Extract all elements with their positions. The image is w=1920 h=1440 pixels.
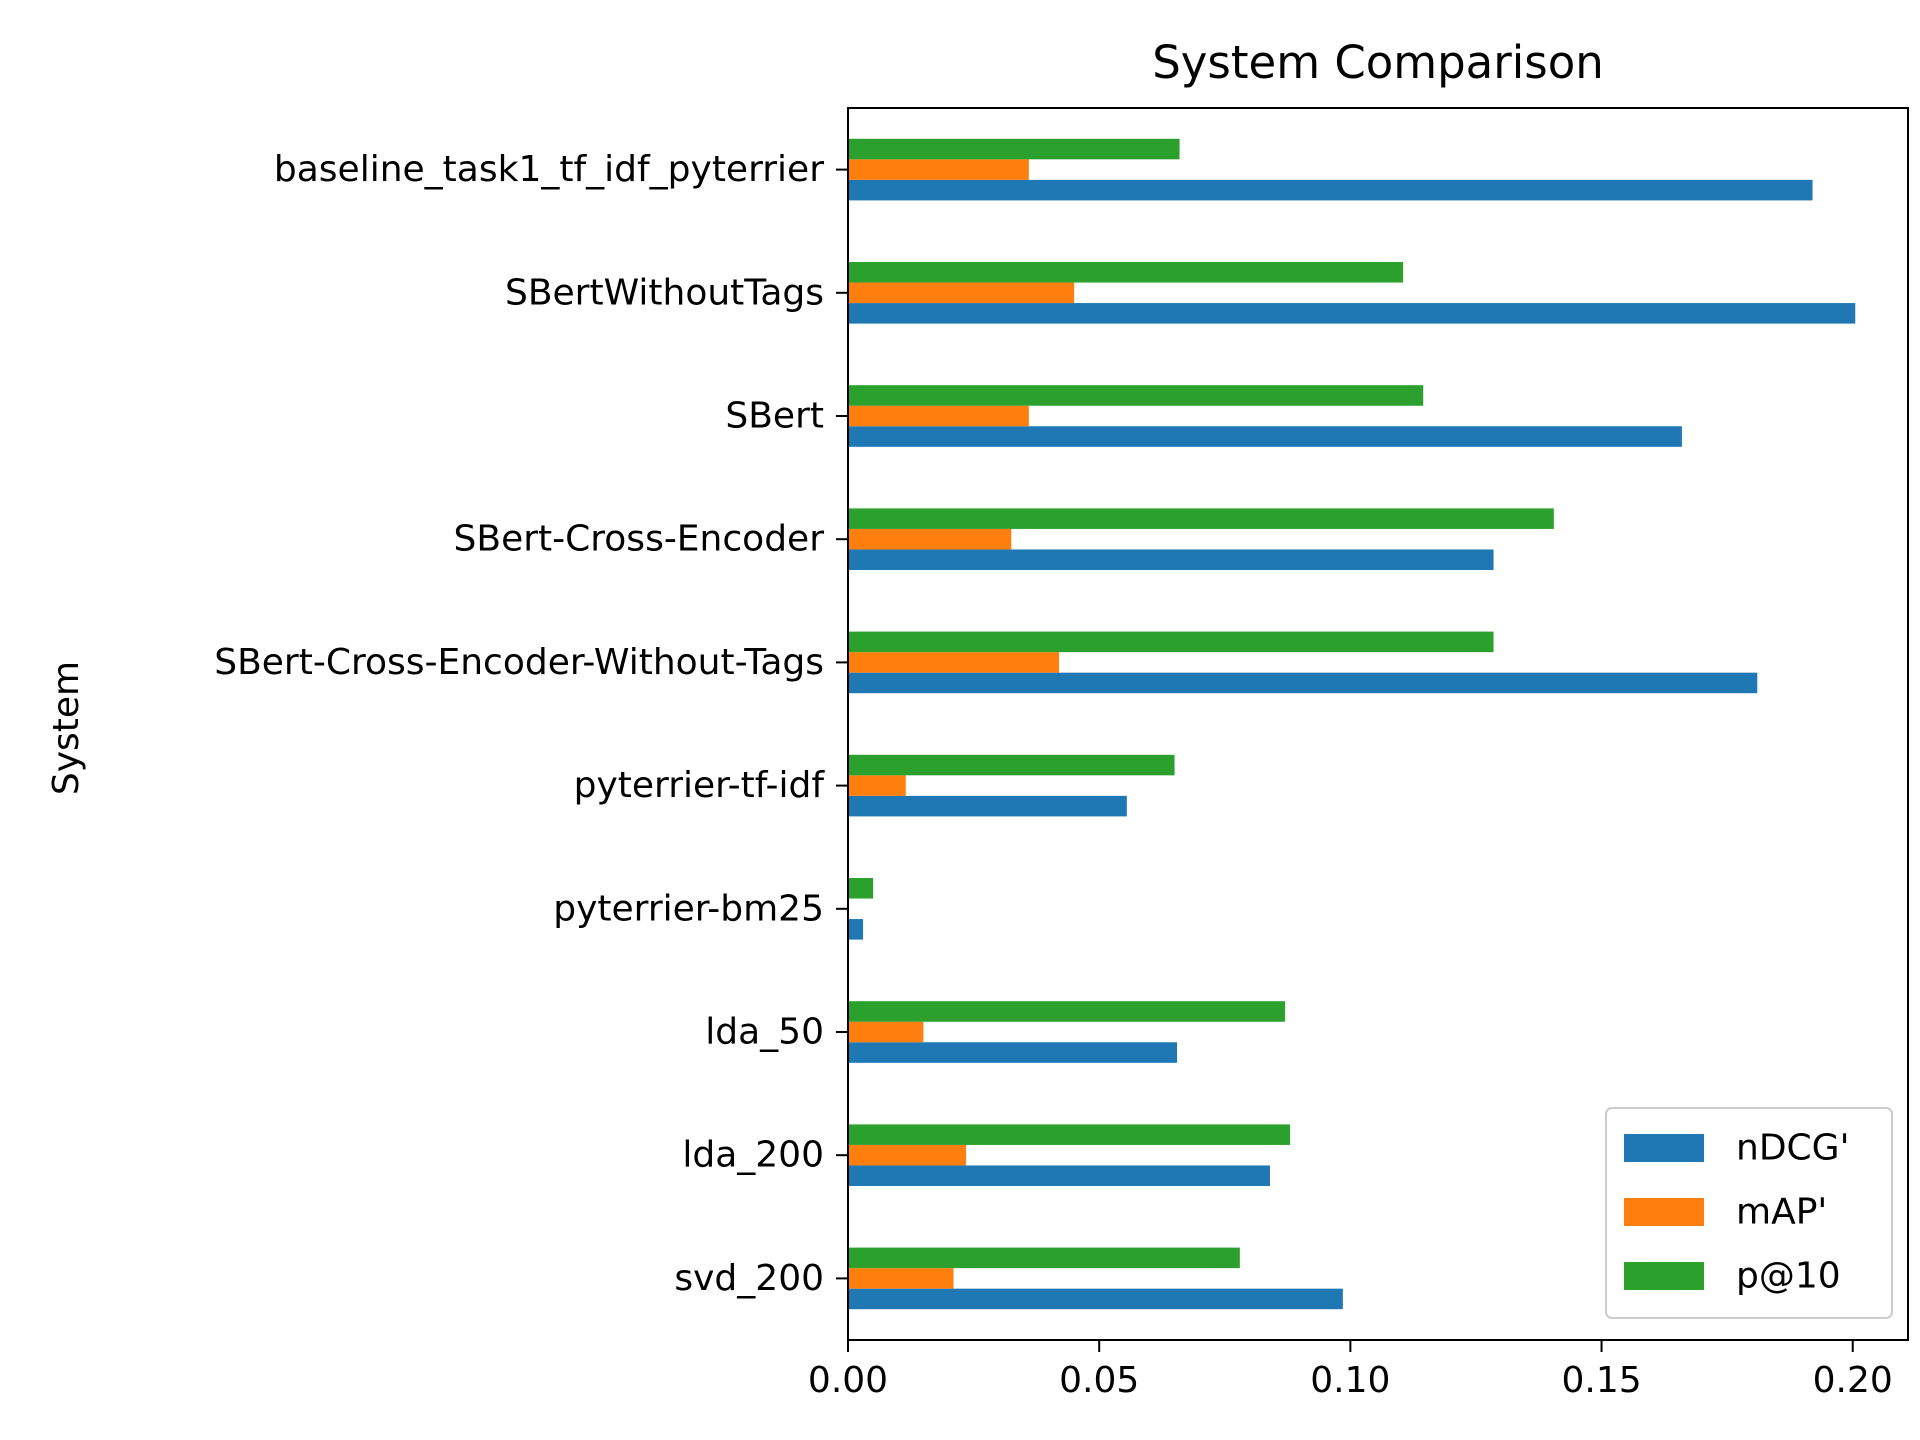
y-axis-label: System — [46, 661, 87, 795]
bar-ndcg-6 — [848, 795, 1127, 817]
bar-map-5 — [848, 652, 1059, 673]
bar-map-10 — [848, 1268, 954, 1289]
bars-group — [848, 138, 1856, 1310]
bar-map-8 — [848, 1021, 924, 1043]
y-tick-label: SBert — [725, 396, 824, 437]
bar-map-6 — [848, 775, 906, 796]
x-axis-ticks: 0.00 0.05 0.10 0.15 0.20 — [808, 1340, 1893, 1401]
plot-frame — [847, 107, 1909, 1341]
y-tick-label: lda_50 — [705, 1012, 824, 1053]
bar-ndcg-2 — [848, 303, 1856, 324]
bar-p@10-8 — [848, 1001, 1286, 1022]
y-tick-label: SBert-Cross-Encoder — [454, 519, 825, 560]
bar-p@10-1 — [848, 138, 1180, 160]
legend-swatch — [1624, 1134, 1704, 1162]
legend-swatch — [1624, 1262, 1704, 1290]
bar-p@10-4 — [848, 508, 1554, 529]
x-tick-label: 0.05 — [1059, 1360, 1139, 1401]
legend-label: mAP' — [1736, 1192, 1827, 1233]
y-tick-label: baseline_task1_tf_idf_pyterrier — [274, 149, 824, 190]
y-tick-label: pyterrier-bm25 — [553, 888, 824, 929]
chart-title: System Comparison — [1152, 36, 1604, 89]
legend-swatch — [1624, 1198, 1704, 1226]
bar-p@10-7 — [848, 878, 874, 899]
x-tick-label: 0.20 — [1813, 1360, 1893, 1401]
legend-label: nDCG' — [1736, 1128, 1849, 1169]
bar-p@10-5 — [848, 631, 1494, 653]
bar-map-1 — [848, 159, 1029, 180]
y-tick-label: SBertWithoutTags — [505, 272, 824, 313]
y-tick-label: pyterrier-tf-idf — [574, 765, 826, 806]
bar-map-9 — [848, 1144, 967, 1166]
bar-ndcg-5 — [848, 672, 1758, 694]
y-axis-ticks: baseline_task1_tf_idf_pyterrier SBertWith… — [214, 149, 848, 1299]
x-tick-label: 0.00 — [808, 1360, 888, 1401]
bar-p@10-10 — [848, 1247, 1240, 1269]
bar-ndcg-10 — [848, 1288, 1343, 1310]
y-tick-label: lda_200 — [682, 1135, 824, 1176]
bar-ndcg-9 — [848, 1165, 1270, 1186]
bar-p@10-3 — [848, 385, 1424, 406]
legend: nDCG' mAP' p@10 — [1605, 1107, 1893, 1319]
y-tick-label: SBert-Cross-Encoder-Without-Tags — [214, 642, 824, 683]
bar-ndcg-7 — [848, 919, 864, 940]
x-tick-label: 0.15 — [1561, 1360, 1641, 1401]
bar-map-3 — [848, 405, 1029, 427]
bar-ndcg-3 — [848, 426, 1682, 447]
bar-map-2 — [848, 282, 1075, 304]
bar-p@10-6 — [848, 754, 1175, 776]
bar-p@10-9 — [848, 1124, 1291, 1145]
bar-map-4 — [848, 528, 1012, 550]
bar-ndcg-1 — [848, 179, 1813, 201]
bar-ndcg-4 — [848, 549, 1494, 570]
y-tick-label: svd_200 — [674, 1258, 824, 1299]
bar-ndcg-8 — [848, 1042, 1178, 1063]
x-tick-label: 0.10 — [1310, 1360, 1390, 1401]
legend-label: p@10 — [1736, 1256, 1841, 1297]
bar-p@10-2 — [848, 262, 1404, 283]
